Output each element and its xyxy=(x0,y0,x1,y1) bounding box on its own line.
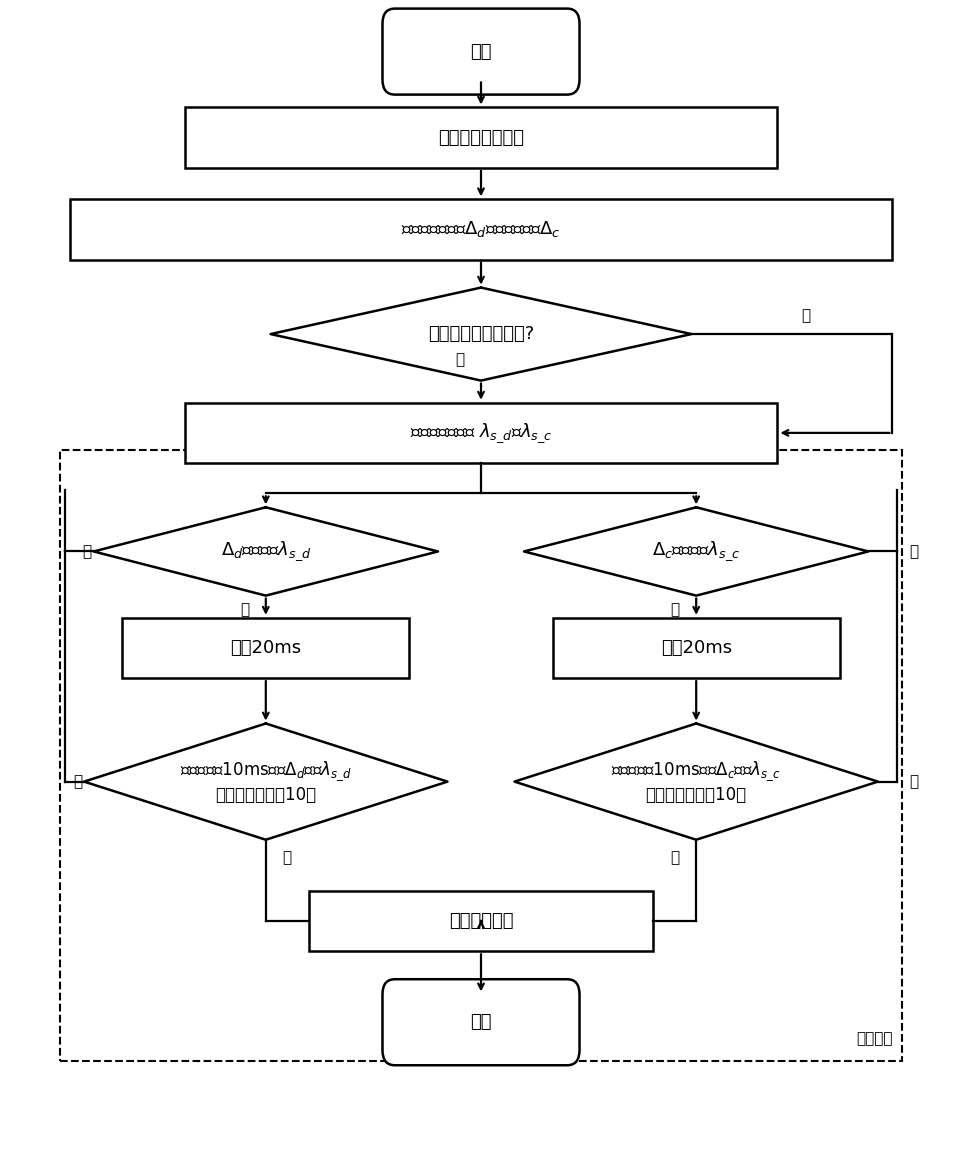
Text: 是: 是 xyxy=(801,308,810,324)
Text: 否: 否 xyxy=(908,774,918,790)
Text: 是: 是 xyxy=(240,602,249,617)
Text: 否: 否 xyxy=(455,352,464,367)
Text: 等待20ms: 等待20ms xyxy=(660,639,731,656)
Text: 计算高频变化量$\mathit{\Delta_d}$和低频变化量$\mathit{\Delta_c}$: 计算高频变化量$\mathit{\Delta_d}$和低频变化量$\mathit… xyxy=(401,220,560,239)
Text: 开始: 开始 xyxy=(470,42,491,61)
Text: 否: 否 xyxy=(908,544,918,559)
Text: 是: 是 xyxy=(670,849,679,864)
Text: 否: 否 xyxy=(73,774,82,790)
Bar xyxy=(69,200,892,259)
Polygon shape xyxy=(84,723,447,840)
Text: 计算自适应阈值 $\mathit{\lambda_{s\_d}}$和$\mathit{\lambda_{s\_c}}$: 计算自适应阈值 $\mathit{\lambda_{s\_d}}$和$\math… xyxy=(409,422,552,445)
Polygon shape xyxy=(524,507,868,596)
Polygon shape xyxy=(270,287,691,381)
Bar xyxy=(553,618,839,679)
Polygon shape xyxy=(514,723,877,840)
Bar xyxy=(185,107,776,168)
Text: 结束: 结束 xyxy=(470,1014,491,1031)
Polygon shape xyxy=(93,507,437,596)
Bar xyxy=(308,891,653,951)
Text: $\mathit{\Delta_c}$是否超过$\mathit{\lambda_{s\_c}}$: $\mathit{\Delta_c}$是否超过$\mathit{\lambda_… xyxy=(652,540,740,563)
Text: 判断流程是否已开始?: 判断流程是否已开始? xyxy=(428,325,533,343)
Bar xyxy=(122,618,408,679)
Text: 是: 是 xyxy=(282,849,291,864)
Text: 输出启动信号: 输出启动信号 xyxy=(448,912,513,930)
FancyBboxPatch shape xyxy=(382,979,579,1065)
Text: 判断流程: 判断流程 xyxy=(855,1031,892,1047)
Bar xyxy=(61,451,900,1061)
FancyBboxPatch shape xyxy=(382,8,579,95)
Text: 是: 是 xyxy=(670,602,679,617)
Text: 等待20ms: 等待20ms xyxy=(230,639,301,656)
Text: 在接下来的10ms内，$\mathit{\Delta_c}$超过$\mathit{\lambda_{s\_c}}$
的次数是否高于10次: 在接下来的10ms内，$\mathit{\Delta_c}$超过$\mathit… xyxy=(611,759,780,804)
Text: 否: 否 xyxy=(83,544,91,559)
Text: $\mathit{\Delta_d}$是否超过$\mathit{\lambda_{s\_d}}$: $\mathit{\Delta_d}$是否超过$\mathit{\lambda_… xyxy=(220,540,310,563)
Text: 采集实时零序电压: 采集实时零序电压 xyxy=(437,128,524,147)
Bar xyxy=(185,403,776,463)
Text: 在接下来的10ms内，$\mathit{\Delta_d}$超过$\mathit{\lambda_{s\_d}}$
的次数是否高于10次: 在接下来的10ms内，$\mathit{\Delta_d}$超过$\mathit… xyxy=(180,759,352,804)
